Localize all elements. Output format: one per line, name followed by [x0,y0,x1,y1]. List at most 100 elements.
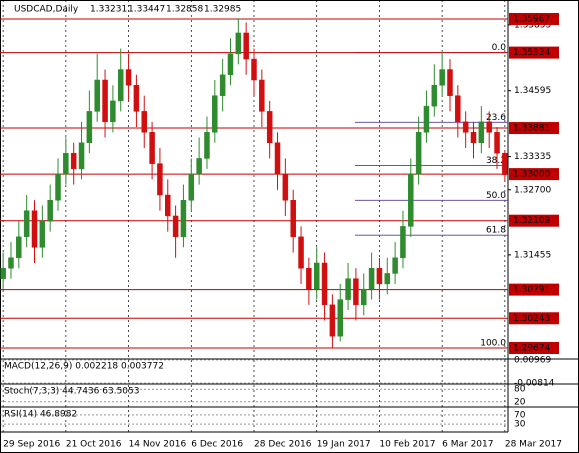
candle-body [251,58,257,81]
candle-body [86,111,93,143]
candle-body [384,273,391,285]
candle-body [494,132,500,154]
candle-body [219,74,226,96]
candle-body [423,105,430,133]
candle-body [502,152,508,175]
candle-body [298,236,304,269]
candle-body [157,163,163,196]
x-tick-label: 28 Dec 2016 [254,440,312,450]
symbol-title: USDCAD,Daily [14,5,79,15]
candle-body [125,69,132,86]
candle-body [188,173,195,201]
candle-body [63,152,69,175]
level-box [509,342,559,355]
level-label: 1.35967 [513,14,550,24]
level-label: 1.30791 [513,285,550,295]
level-label: 1.33000 [513,170,550,180]
panel-label: RSI(14) 46.8982 [4,410,77,420]
candle-body [408,173,414,227]
candle-body [117,69,124,102]
candle-body [274,142,281,175]
y-tick-label: 1.34595 [514,86,551,96]
level-label: 1.29674 [513,344,550,354]
panel-label: Stoch(7,3,3) 44.7436 63.5053 [4,387,139,397]
candle-body [415,132,422,175]
y-tick-label: 1.31455 [514,250,551,260]
fib-label: 100.0 [480,339,506,349]
candle-body [447,69,453,96]
candle-body [78,142,85,170]
header-value: 1.32985 [204,5,241,15]
candle-body [470,132,477,143]
level-box [509,283,559,296]
level-label: 1.35324 [513,48,550,58]
candle-body [16,236,22,259]
header-value: 1.33231 [90,5,127,15]
candle-body [321,262,328,306]
candle-body [196,158,202,175]
candle-body [70,152,77,170]
panel-tick-label: 0.00969 [514,356,551,366]
candle-body [55,173,61,201]
fib-label: 61.8 [486,226,506,236]
x-tick-label: 21 Oct 2016 [66,440,122,450]
x-tick-label: 6 Dec 2016 [191,440,243,450]
x-tick-label: 10 Feb 2017 [379,440,435,450]
candle-body [392,257,398,274]
candle-body [431,84,438,107]
candle-body [235,32,242,55]
candle-body [23,210,30,238]
candle-body [486,121,492,133]
candle-body [133,84,140,112]
candle-body [282,173,289,201]
y-tick-label: 1.33335 [514,152,551,162]
candle-body [462,121,469,133]
candle-body [400,226,406,259]
candle-body [290,200,296,238]
candle-body [172,215,179,238]
x-tick-label: 28 Mar 2017 [505,440,562,450]
x-tick-label: 29 Sep 2016 [3,440,60,450]
candle-body [110,100,116,123]
candle-body [266,111,273,143]
candle-body [180,200,187,238]
panel-tick-label: 80 [514,385,526,395]
fib-label: 50.0 [486,191,506,201]
candle-body [212,95,218,133]
candle-body [368,267,375,290]
y-tick-label: 1.32700 [514,185,551,195]
candle-body [8,257,14,269]
candle-body [31,210,38,248]
candle-body [313,262,320,290]
candle-body [149,132,155,164]
candle-body [204,132,210,159]
candle-body [361,288,367,306]
level-box [509,168,559,181]
candle-body [353,278,359,306]
header-value: 1.33447 [128,5,165,15]
candle-body [345,278,351,300]
x-tick-label: 6 Mar 2017 [442,440,493,450]
level-label: 1.33881 [513,124,550,134]
x-tick-label: 14 Nov 2016 [129,440,187,450]
y-tick-label: 1.35855 [514,20,551,30]
header-value: 1.32858 [166,5,203,15]
candle-body [141,111,147,133]
fib-label: 0.0 [492,43,507,53]
candle-body [376,267,383,285]
level-box [509,46,559,59]
level-box [509,214,559,227]
x-tick-label: 19 Jan 2017 [317,440,371,450]
level-box [509,312,559,325]
candle-body [165,194,171,217]
panel-tick-label: 20 [514,397,526,407]
candle-body [455,95,461,123]
candle-body [329,304,336,337]
candle-body [243,32,249,60]
fib-label: 23.6 [486,113,506,123]
level-label: 1.30243 [513,314,550,324]
candle-body [259,79,265,112]
candle-body [227,53,234,76]
candle-body [478,121,485,143]
